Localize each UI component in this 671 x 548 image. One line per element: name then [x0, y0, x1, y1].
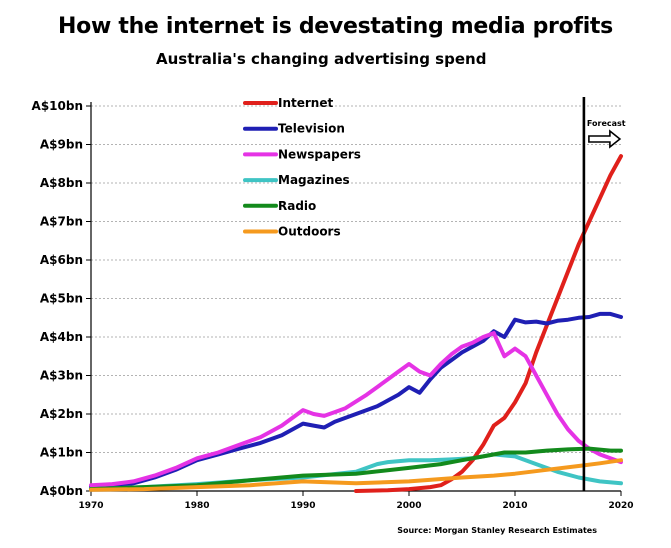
y-tick-label: A$10bn	[32, 99, 83, 113]
series-line-newspapers	[89, 331, 623, 488]
y-tick-label: A$3bn	[40, 369, 83, 383]
x-tick-label: 2020	[608, 501, 633, 511]
x-tick-label: 2010	[502, 501, 527, 511]
y-axis-ticks: A$0bn A$1bn A$2bn A$3bn A$4bn A$5bn A$6bn A$7bn…	[32, 99, 91, 498]
x-tick-label: 1970	[78, 501, 103, 511]
legend-label-magazines: Magazines	[278, 173, 350, 187]
y-tick-label: A$2bn	[40, 407, 83, 421]
source-note: Source: Morgan Stanley Research Estimate…	[397, 526, 597, 535]
x-tick-label: 2000	[396, 501, 421, 511]
y-tick-label: A$1bn	[40, 446, 83, 460]
legend-label-outdoors: Outdoors	[278, 225, 341, 239]
source-note-text: Source: Morgan Stanley Research Estimate…	[397, 526, 597, 535]
series-lines	[89, 154, 623, 493]
x-tick-label: 1990	[290, 501, 315, 511]
y-tick-label: A$9bn	[40, 138, 83, 152]
x-axis-ticks: 1970 1980 1990 2000 2010 2020	[78, 491, 634, 511]
chart-title: How the internet is devestating media pr…	[58, 14, 613, 39]
legend-label-radio: Radio	[278, 199, 316, 213]
y-tick-label: A$5bn	[40, 292, 83, 306]
y-tick-label: A$4bn	[40, 330, 83, 344]
x-tick-label: 1980	[184, 501, 209, 511]
legend-label-internet: Internet	[278, 96, 333, 110]
forecast-marker: Forecast	[582, 97, 626, 491]
legend-label-newspapers: Newspapers	[278, 147, 361, 161]
legend-label-television: Television	[278, 122, 345, 136]
series-line-television	[89, 311, 623, 489]
series-line-outdoors	[89, 458, 623, 492]
y-tick-label: A$7bn	[40, 215, 83, 229]
legend: Internet Television Newspapers Magazines Rad…	[243, 96, 361, 239]
y-tick-label: A$8bn	[40, 176, 83, 190]
forecast-label: Forecast	[587, 119, 626, 128]
series-line-radio	[89, 446, 623, 492]
chart-subtitle: Australia's changing advertising spend	[156, 50, 487, 68]
y-tick-label: A$6bn	[40, 253, 83, 267]
forecast-arrow-icon	[588, 129, 622, 149]
y-tick-label: A$0bn	[40, 484, 83, 498]
